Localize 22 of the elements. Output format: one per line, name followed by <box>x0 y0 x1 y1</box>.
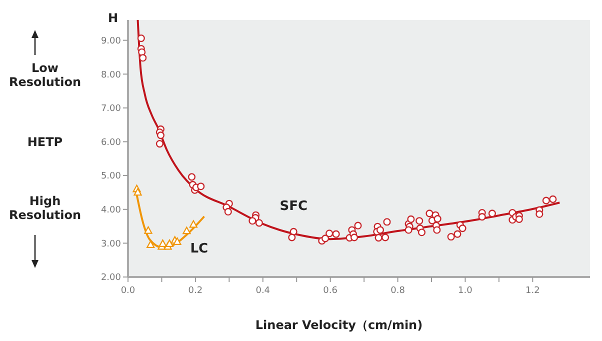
x-tick-label: 1.0 <box>458 286 473 296</box>
y-tick-label: 5.00 <box>100 172 122 182</box>
x-tick-label: 0.4 <box>256 286 270 296</box>
text: High Resolution <box>8 194 82 222</box>
y-tick-label: 9.00 <box>100 36 122 46</box>
y-tick-label: 2.00 <box>100 273 122 284</box>
y-tick-label: 3.00 <box>100 239 122 250</box>
y-tick-label: 4.00 <box>100 206 122 216</box>
y-tick-label: 8.00 <box>100 70 122 80</box>
x-tick-label: 0.2 <box>188 286 203 296</box>
y-tick-label: 6.00 <box>100 138 122 148</box>
x-tick-label: 0.8 <box>390 286 406 296</box>
x-tick-label: 0.6 <box>323 286 338 296</box>
series-label: SFC <box>280 198 308 214</box>
x-tick-label: 0.0 <box>120 286 136 296</box>
text: Low Resolution <box>8 61 82 89</box>
x-tick-label: 1.2 <box>526 286 540 296</box>
y-axis-title: HETP <box>27 135 63 149</box>
x-axis-title: Linear Velocity（cm/min) <box>255 318 423 332</box>
y-tick-label: 7.00 <box>100 104 122 114</box>
text: H <box>108 11 118 25</box>
series-label: LC <box>190 241 208 256</box>
